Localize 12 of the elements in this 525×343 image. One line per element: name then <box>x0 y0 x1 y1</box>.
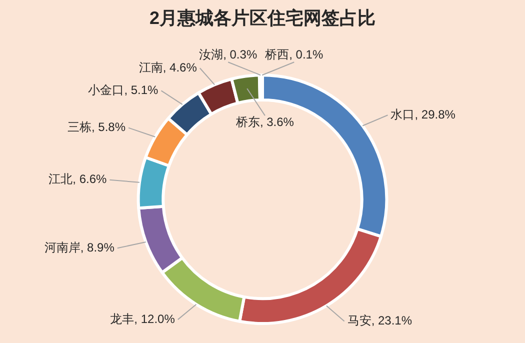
slice-label: 江南, 4.6% <box>138 60 198 74</box>
slice-label: 小金口, 5.1% <box>88 82 159 97</box>
slice-label: 三栋, 5.8% <box>67 120 126 134</box>
slice-label: 江北, 6.6% <box>48 172 108 186</box>
slice-label: 水口, 29.8% <box>390 107 456 122</box>
slice-label: 桥东, 3.6% <box>234 114 294 129</box>
chart-title: 2月惠城各片区住宅网签占比 <box>149 8 376 28</box>
slice-label: 汝湖, 0.3% <box>199 47 258 62</box>
slice-label: 马安, 23.1% <box>347 314 412 328</box>
slice-label: 龙丰, 12.0% <box>110 312 176 326</box>
slice-label: 桥西, 0.1% <box>264 47 324 62</box>
slice-label: 河南岸, 8.9% <box>44 240 115 254</box>
